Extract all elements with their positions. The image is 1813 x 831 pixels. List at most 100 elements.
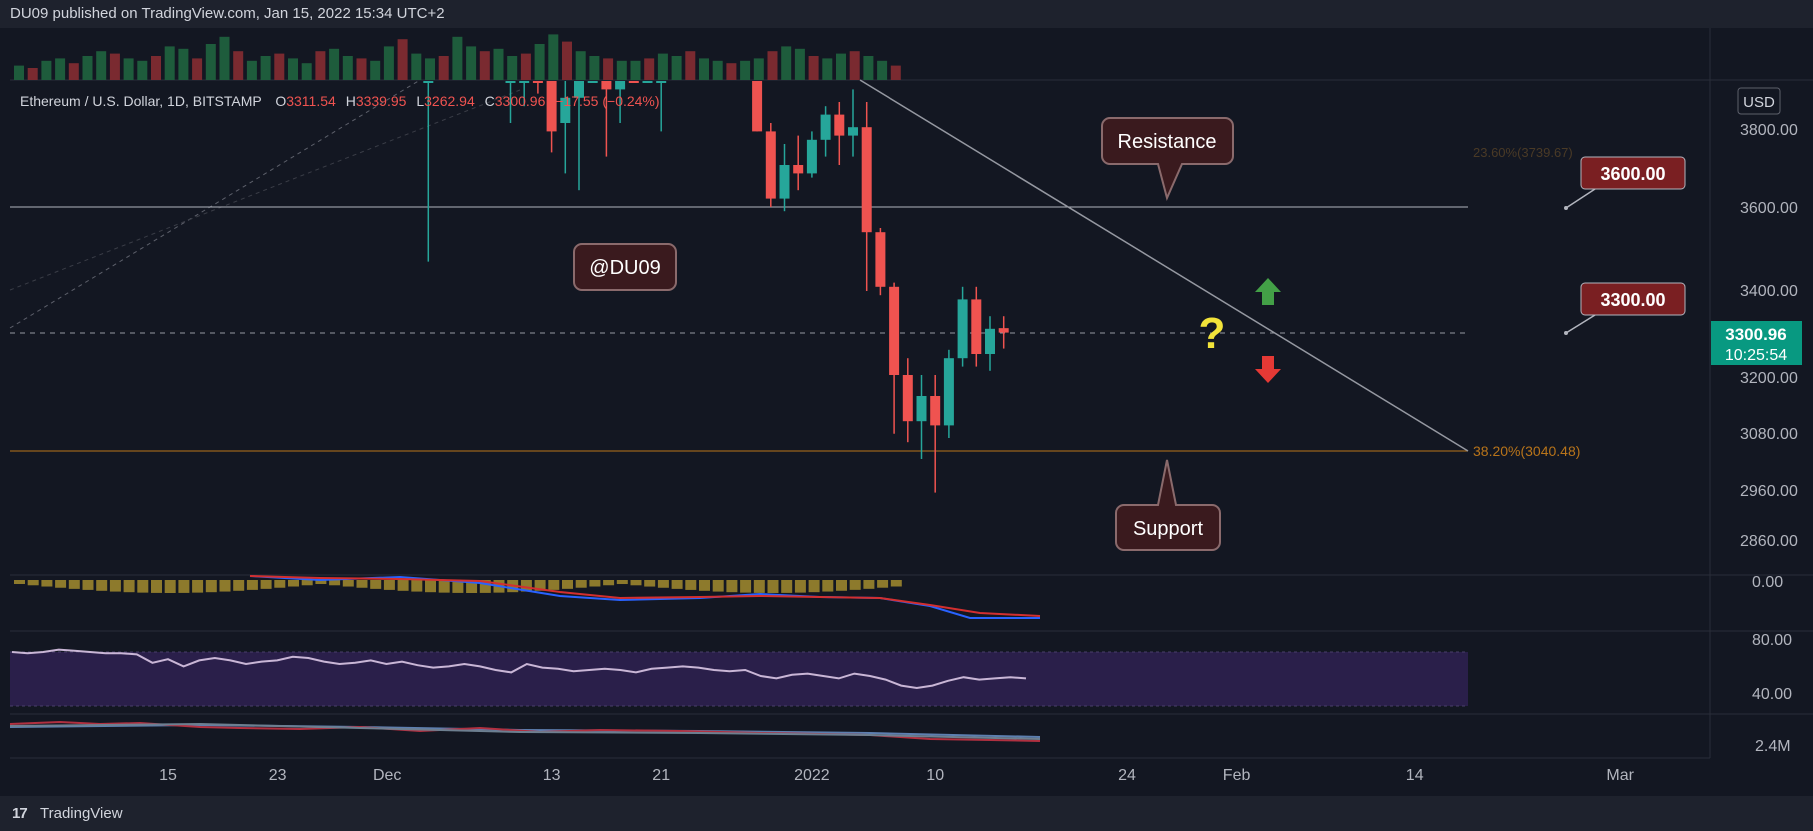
watermark-text: @DU09: [589, 257, 660, 279]
y-tick-label: 2960.00: [1740, 483, 1798, 500]
price-chart[interactable]: 23.60%(3739.67) 38.20%(3040.48) Ethereum…: [0, 28, 1813, 796]
volume-bar: [425, 58, 435, 80]
volume-bar: [822, 58, 833, 80]
question-mark: ?: [1199, 309, 1226, 358]
volume-bar: [137, 60, 148, 80]
macd-histogram-bar: [192, 580, 204, 593]
macd-zero-tick: 0.00: [1752, 574, 1783, 591]
resistance-callout-box: [1101, 117, 1234, 202]
tradingview-logo-icon[interactable]: 17: [12, 805, 28, 822]
macd-histogram-bar: [315, 580, 327, 585]
candle-body: [505, 81, 516, 83]
candle-body: [861, 127, 872, 233]
volume-bar: [890, 65, 901, 80]
macd-histogram-bar: [41, 580, 53, 587]
callout-3600-pointer: [1565, 188, 1596, 209]
macd-histogram-bar: [822, 580, 834, 592]
macd-histogram-bar: [534, 580, 546, 591]
vol-ma-line-gray: [9, 722, 1041, 740]
macd-histogram-bar: [836, 580, 847, 591]
footer-bar: 17 TradingView: [0, 796, 1813, 831]
watermark-box: [573, 243, 677, 291]
macd-histogram-bar: [397, 580, 409, 591]
volume-bar: [712, 60, 723, 80]
x-tick-label: 21: [652, 767, 670, 784]
current-price-badge: [1711, 321, 1802, 365]
macd-histogram-bar: [699, 580, 710, 591]
volume-bar: [849, 51, 860, 80]
macd-histogram-bar: [288, 580, 299, 587]
tradingview-brand[interactable]: TradingView: [40, 805, 123, 822]
macd-histogram-bar: [849, 580, 861, 590]
macd-histogram-bar: [425, 580, 436, 593]
macd-histogram-bar: [726, 580, 738, 593]
candle-body: [519, 81, 530, 83]
x-tick-label: 10: [926, 767, 944, 784]
candle-body: [423, 81, 434, 83]
volume-bar: [630, 60, 641, 80]
candle-body: [601, 81, 612, 90]
volume-bar: [219, 36, 230, 80]
macd-histogram-bar: [205, 580, 217, 593]
x-tick-label: 15: [159, 767, 177, 784]
volume-bar: [411, 53, 422, 80]
volume-bar: [96, 51, 107, 80]
candle-body: [957, 299, 968, 359]
current-price-value: 3300.96: [1725, 325, 1786, 344]
macd-histogram-bar: [712, 580, 724, 592]
y-tick-label: 3200.00: [1740, 370, 1798, 387]
macd-histogram-bar: [630, 580, 642, 586]
fib-382-label: 38.20%(3040.48): [1473, 443, 1580, 459]
volume-bar: [644, 58, 655, 80]
y-tick-label: 3600.00: [1740, 200, 1798, 217]
ohlc-legend: Ethereum / U.S. Dollar, 1D, BITSTAMP O33…: [20, 93, 660, 109]
low-label: L: [416, 93, 424, 109]
volume-bar: [205, 44, 216, 80]
y-tick-label: 3080.00: [1740, 426, 1798, 443]
volume-bar: [740, 60, 751, 80]
macd-histogram-bar: [82, 580, 94, 590]
open-label: O: [275, 93, 286, 109]
descending-trendline: [859, 79, 1469, 452]
x-tick-label: Dec: [373, 767, 401, 784]
y-tick-label: 2860.00: [1740, 533, 1798, 550]
volume-bar: [753, 58, 764, 80]
support-callout-box: [1115, 459, 1221, 551]
volume-bar: [808, 56, 819, 80]
macd-histogram-bar: [753, 580, 765, 593]
y-tick-label: 3800.00: [1740, 122, 1798, 139]
macd-histogram-bar: [27, 580, 39, 586]
volume-bar: [301, 63, 312, 80]
time-axis: 15 23 Dec 13 21 2022 10 24 Feb 14 Mar: [159, 767, 1635, 784]
volume-bar: [164, 46, 175, 80]
macd-histogram-bar: [137, 580, 149, 593]
callout-3300-box: [1580, 282, 1686, 316]
macd-histogram-bar: [863, 580, 875, 589]
low-value: 3262.94: [424, 93, 475, 109]
volume-bar: [123, 58, 134, 80]
macd-histogram-bar: [767, 580, 779, 593]
macd-histogram-bar: [383, 580, 395, 590]
currency-box[interactable]: [1737, 87, 1781, 115]
macd-signal-line: [249, 575, 1041, 617]
macd-histogram-bar: [794, 580, 806, 593]
macd-histogram-bar: [14, 580, 25, 584]
volume-bar: [315, 51, 326, 80]
macd-histogram-bar: [219, 580, 231, 592]
symbol-label: Ethereum / U.S. Dollar, 1D, BITSTAMP: [20, 93, 261, 109]
macd-histogram-bar: [520, 580, 532, 592]
candle-body: [656, 81, 667, 83]
volume-bar: [877, 60, 888, 80]
macd-histogram-bar: [479, 580, 491, 593]
rsi-line: [11, 648, 1027, 690]
candle-body: [875, 232, 886, 287]
macd-histogram-bar: [644, 580, 656, 587]
volume-bar: [55, 58, 66, 80]
macd-histogram-bar: [808, 580, 820, 593]
x-tick-label: 14: [1406, 767, 1424, 784]
callout-3300-pointer: [1565, 314, 1596, 334]
macd-histogram-bar: [151, 580, 162, 593]
macd-histogram-bar: [890, 580, 902, 587]
candle-body: [971, 299, 982, 354]
volume-bar: [452, 36, 463, 80]
